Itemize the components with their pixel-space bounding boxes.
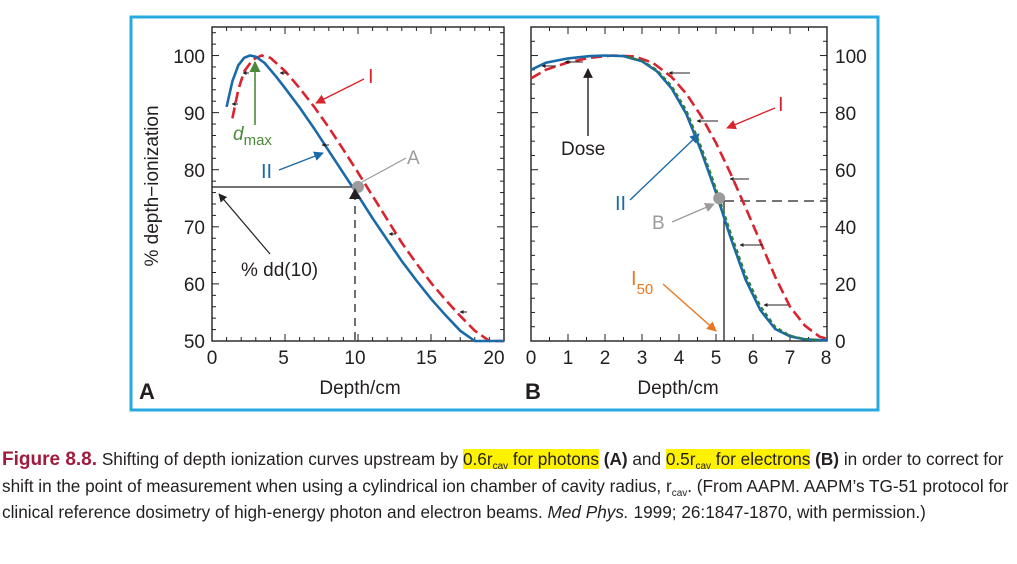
- panel-a-x-tick-labels: 0 5 10 15 20: [207, 348, 505, 369]
- caption-highlight-electrons: 0.5rcav for electrons: [665, 449, 811, 472]
- curve-II-pointer: [278, 151, 324, 171]
- y-tick-label: 80: [835, 104, 856, 125]
- y-tick-label: 60: [184, 275, 205, 296]
- point-A-label: A: [407, 148, 420, 169]
- x-tick-label: 2: [600, 348, 611, 369]
- curve-I-label: I: [368, 66, 374, 88]
- i50-label: I50: [631, 268, 653, 298]
- y-tick-label: 70: [184, 218, 205, 239]
- series-I-line: [231, 54, 504, 343]
- y-tick-label: 20: [835, 275, 856, 296]
- panel-b: 0 1 2 3 4 5 6 7 8 0 20 40 60 80 100 Dept…: [525, 26, 867, 404]
- pdd10-up-arrowhead: [349, 188, 361, 199]
- y-tick-label: 100: [835, 47, 867, 68]
- point-B-label: B: [652, 213, 665, 234]
- caption-text: Shifting of depth ionization curves upst…: [101, 449, 459, 469]
- y-tick-label: 0: [835, 332, 846, 353]
- panel-b-x-axis-label: Depth/cm: [637, 378, 718, 399]
- x-tick-label: 20: [483, 348, 504, 369]
- caption-highlight-photons: 0.6rcav for photons: [462, 449, 599, 472]
- i50-pointer: [662, 283, 717, 332]
- panel-b-x-tick-labels: 0 1 2 3 4 5 6 7 8: [526, 348, 832, 369]
- series-Dose-line: [626, 55, 820, 342]
- x-tick-label: 10: [344, 348, 365, 369]
- y-tick-label: 50: [184, 332, 205, 353]
- x-tick-label: 4: [674, 348, 685, 369]
- panel-a-x-axis-label: Depth/cm: [319, 378, 400, 399]
- x-tick-label: 3: [637, 348, 648, 369]
- panel-b-y-tick-labels: 0 20 40 60 80 100: [835, 47, 867, 353]
- caption-panel-b-ref: (B): [815, 449, 840, 469]
- panel-a-y-tick-labels: 50 60 70 80 90 100: [173, 47, 205, 353]
- panel-b-ticks: [530, 26, 828, 342]
- curve-I-label: I: [778, 94, 784, 116]
- figure-caption: Figure 8.8. Shifting of depth ionization…: [2, 449, 1009, 522]
- panel-a: 0 5 10 15 20 50 60 70 80 90 100 % depth−…: [139, 26, 505, 404]
- y-tick-label: 40: [835, 218, 856, 239]
- y-tick-label: 100: [173, 47, 205, 68]
- x-tick-label: 8: [821, 348, 832, 369]
- point-A-pointer: [361, 157, 407, 183]
- curve-II-label: II: [261, 161, 272, 183]
- curve-II-pointer: [629, 133, 700, 201]
- caption-panel-a-ref: (A): [603, 449, 628, 469]
- x-tick-label: 6: [748, 348, 759, 369]
- figure-frame: [129, 15, 880, 412]
- panel-a-letter: A: [139, 379, 155, 404]
- x-tick-label: 5: [278, 348, 289, 369]
- x-tick-label: 5: [711, 348, 722, 369]
- pdd10-label: % dd(10): [241, 260, 318, 281]
- curve-I-pointer: [315, 78, 365, 104]
- caption-text: . (From AAPM. AAPM’s TG-51 protocol for …: [2, 476, 1009, 522]
- x-tick-label: 1: [563, 348, 574, 369]
- x-tick-label: 15: [416, 348, 437, 369]
- caption-text: in order to correct for shift in the poi…: [2, 449, 1004, 496]
- series-II-line: [225, 54, 504, 343]
- dmax-label: dmax: [233, 124, 272, 149]
- curve-II-label: II: [615, 193, 626, 215]
- point-B-marker: [713, 192, 726, 205]
- dose-label: Dose: [561, 139, 605, 160]
- panel-b-plot-area: [530, 26, 828, 342]
- caption-figure-label: Figure 8.8.: [2, 449, 98, 470]
- point-B-pointer: [671, 202, 715, 223]
- x-tick-label: 7: [785, 348, 796, 369]
- y-tick-label: 90: [184, 104, 205, 125]
- figure: 0 5 10 15 20 50 60 70 80 90 100 % depth−…: [129, 15, 880, 412]
- panel-a-y-axis-label: % depth−ionization: [142, 105, 163, 266]
- y-tick-label: 80: [184, 161, 205, 182]
- x-tick-label: 0: [207, 348, 218, 369]
- caption-journal: Med Phys.: [547, 502, 629, 522]
- series-I-line: [530, 54, 828, 340]
- panel-b-letter: B: [525, 379, 541, 404]
- pdd10-pointer: [218, 193, 271, 255]
- y-tick-label: 60: [835, 161, 856, 182]
- caption-text: 1999; 26:1847-1870, with permission.): [633, 502, 926, 522]
- curve-I-pointer: [726, 107, 776, 130]
- x-tick-label: 0: [526, 348, 537, 369]
